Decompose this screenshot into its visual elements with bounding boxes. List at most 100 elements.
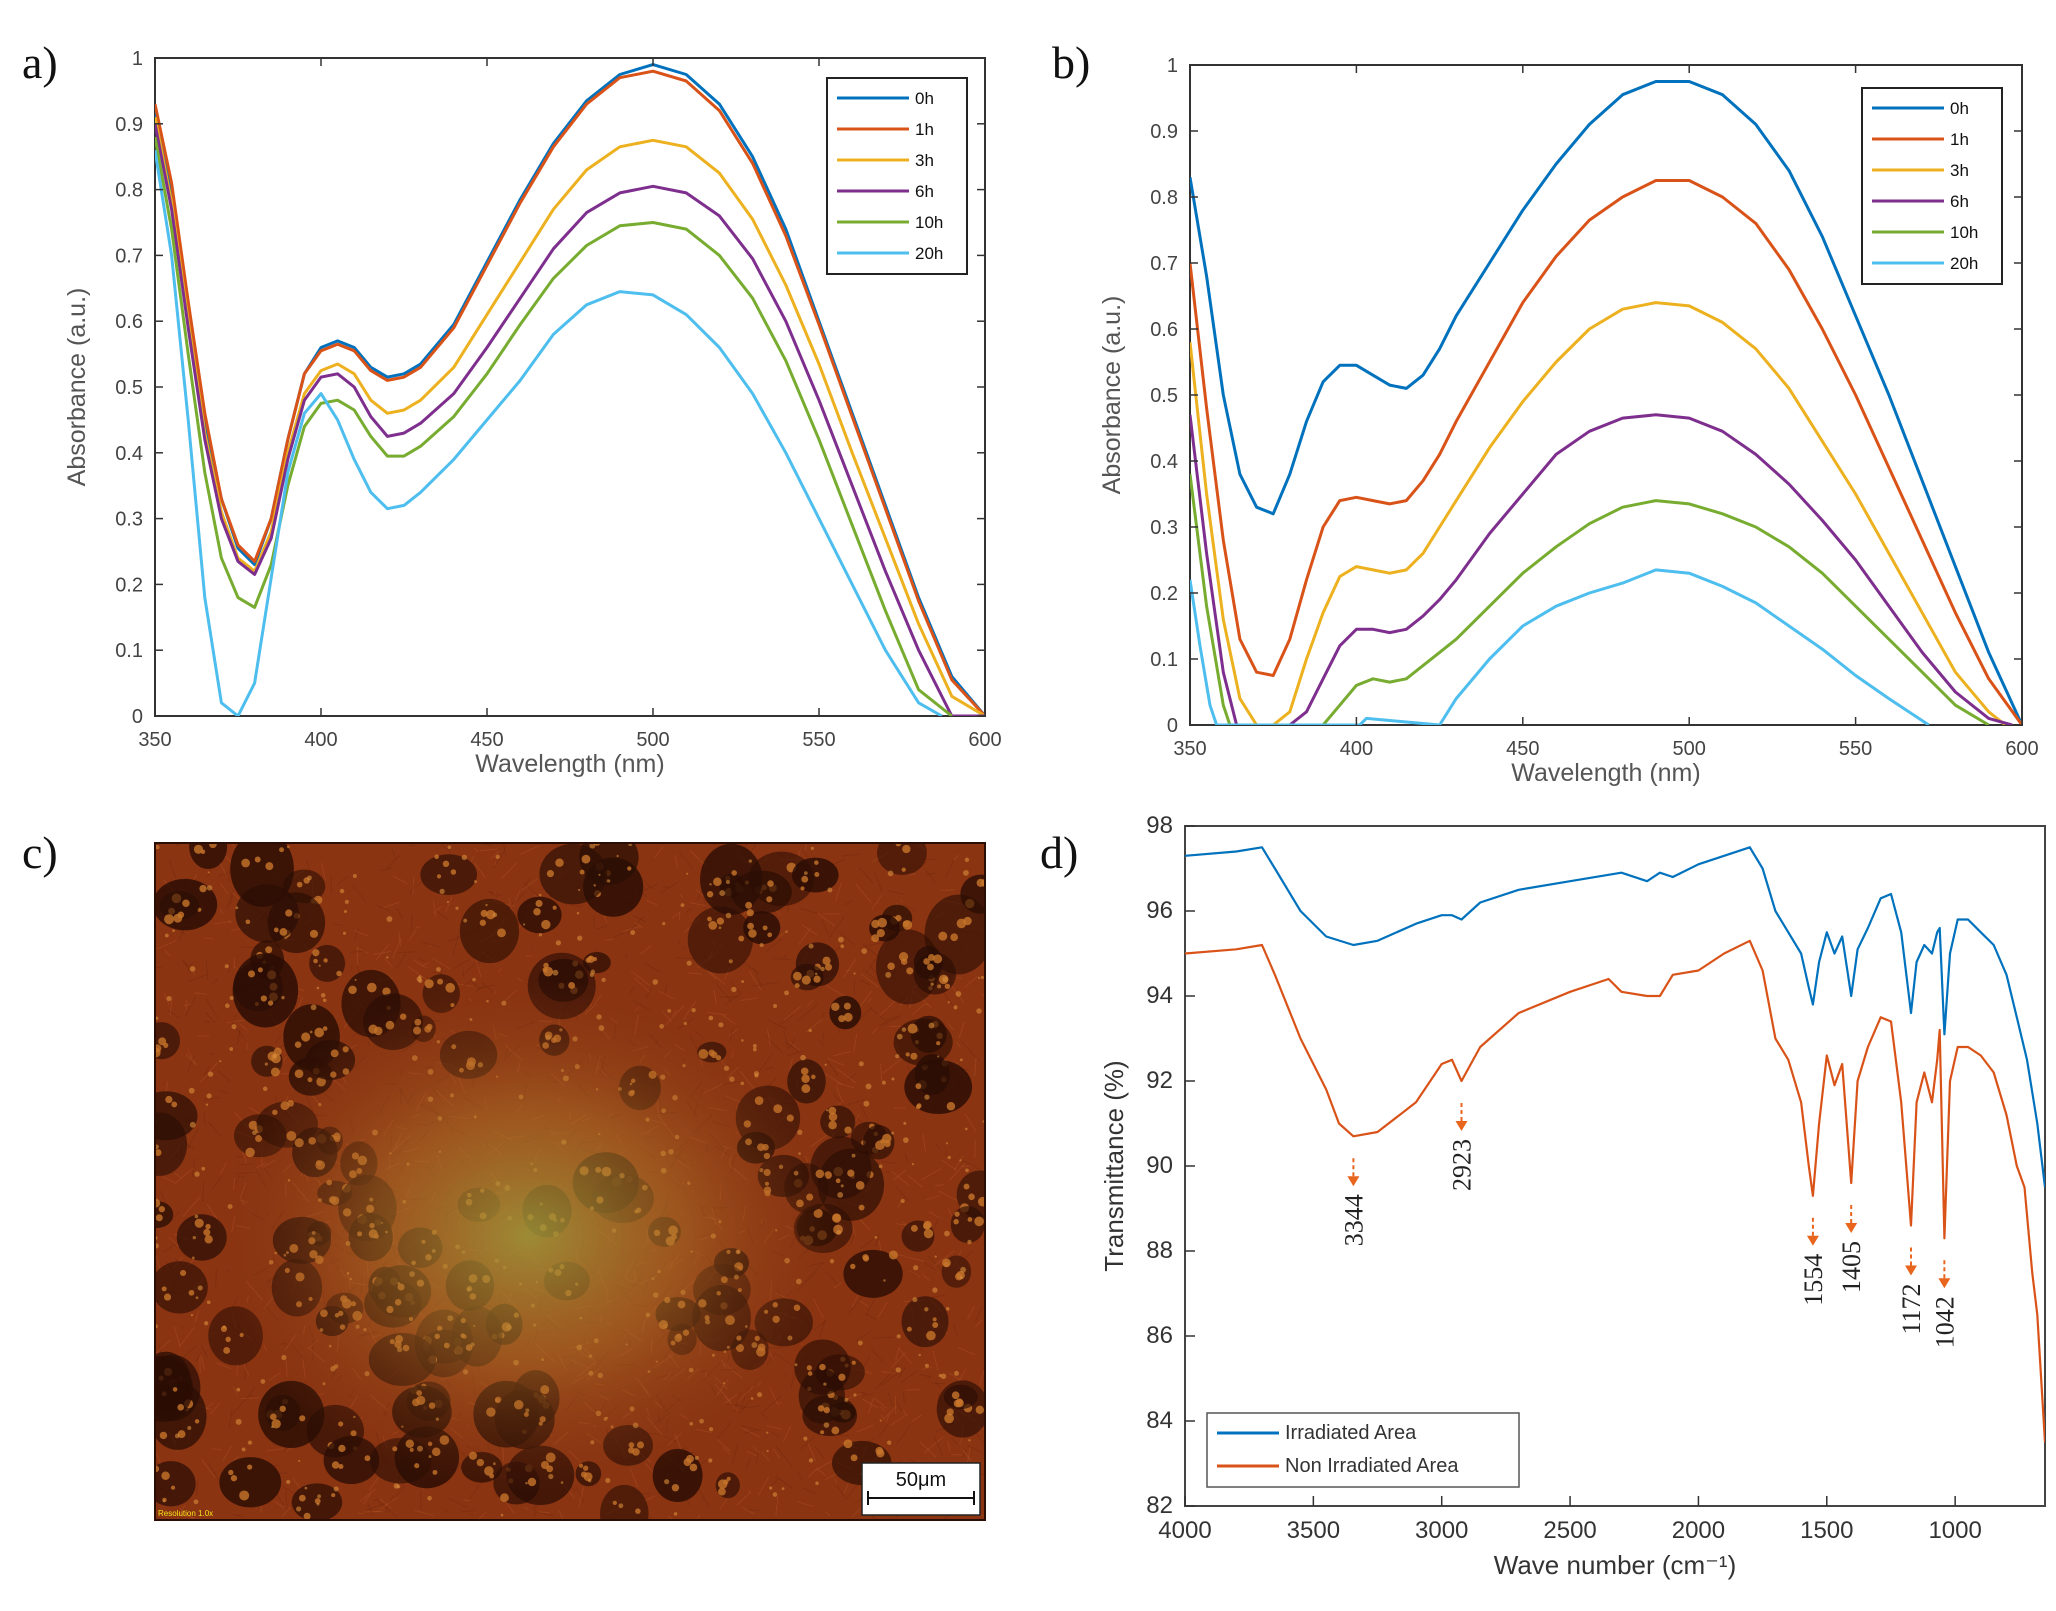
chart-b-xtick-label: 450 <box>1506 738 1539 760</box>
chart-a-ytick-label: 0.5 <box>115 377 143 399</box>
chart-a-series-20h <box>155 149 943 716</box>
panel-label-c: c) <box>22 827 58 878</box>
panel-label-a: a) <box>22 37 58 88</box>
chart-d-ytick-label: 82 <box>1146 1492 1173 1519</box>
chart-a-legend-label: 6h <box>915 182 934 201</box>
chart-d-ytick-label: 90 <box>1146 1152 1173 1179</box>
chart-a-ytick-label: 0 <box>132 706 143 728</box>
chart-a-ytick-label: 0.3 <box>115 509 143 531</box>
chart-a-absorbance: 0 0.1 0.2 0.3 0.4 0.5 0.6 0.7 0.8 0.9 1 350 400 450 50… <box>63 48 1002 778</box>
chart-d-ytick-label: 96 <box>1146 897 1173 924</box>
chart-a-legend-label: 0h <box>915 89 934 108</box>
chart-b-ytick-label: 0.9 <box>1150 121 1178 143</box>
chart-a-series-10h <box>155 136 953 716</box>
peak-label: 1554 <box>1799 1254 1828 1306</box>
chart-d-y-axis-title: Transmittance (%) <box>1099 1060 1129 1271</box>
chart-a-ytick-label: 0.8 <box>115 180 143 202</box>
chart-b-series-3h <box>1190 301 2007 725</box>
chart-b-ytick-label: 0.5 <box>1150 385 1178 407</box>
chart-b-ytick-label: 0.1 <box>1150 649 1178 671</box>
chart-b-xtick-label: 350 <box>1173 738 1206 760</box>
chart-b-xtick-label: 400 <box>1340 738 1373 760</box>
scale-bar-label: 50μm <box>896 1469 946 1491</box>
chart-a-legend: 0h 1h 3h 6h 10h 20h <box>826 77 968 275</box>
micrograph-glow <box>155 843 985 1520</box>
panel-label-b: b) <box>1052 37 1090 88</box>
chart-b-legend-label: 0h <box>1950 99 1969 118</box>
chart-a-legend-label: 3h <box>915 151 934 170</box>
chart-b-x-axis-title: Wavelength (nm) <box>1511 759 1700 787</box>
peak-arrow-head <box>1347 1176 1360 1187</box>
chart-d-xtick-label: 3000 <box>1415 1517 1468 1544</box>
chart-a-series-0h <box>155 63 985 716</box>
peak-label: 3344 <box>1339 1194 1368 1246</box>
chart-b-ytick-label: 0.2 <box>1150 583 1178 605</box>
peak-arrow-head <box>1845 1223 1858 1233</box>
chart-b-ytick-label: 0.8 <box>1150 187 1178 209</box>
chart-b-legend-label: 20h <box>1950 254 1978 273</box>
chart-a-series-3h <box>155 116 985 716</box>
peak-label: 1042 <box>1930 1296 1959 1348</box>
chart-a-ytick-label: 0.7 <box>115 245 143 267</box>
chart-b-legend-label: 6h <box>1950 192 1969 211</box>
chart-b-ytick-label: 0.4 <box>1150 451 1178 473</box>
scale-bar-box <box>861 1462 981 1516</box>
chart-b-ytick-label: 0 <box>1167 715 1178 737</box>
chart-a-legend-label: 1h <box>915 120 934 139</box>
chart-d-series-non-irradiated-area <box>1185 939 2045 1443</box>
chart-a-ytick-label: 1 <box>132 48 143 70</box>
peak-label: 1172 <box>1897 1284 1926 1335</box>
chart-d-legend: Irradiated Area Non Irradiated Area <box>1206 1412 1520 1488</box>
chart-d-ytick-label: 94 <box>1146 982 1173 1009</box>
chart-b-series-0h <box>1190 80 2022 725</box>
peak-arrow-head <box>1938 1278 1951 1289</box>
chart-d-legend-label: Non Irradiated Area <box>1285 1455 1459 1477</box>
peak-label: 1405 <box>1837 1241 1866 1293</box>
chart-b-legend-label: 10h <box>1950 223 1978 242</box>
chart-b-absorbance: 0 0.1 0.2 0.3 0.4 0.5 0.6 0.7 0.8 0.9 1 350 400 450 50… <box>1098 55 2039 787</box>
chart-b-series-10h <box>1190 474 1990 725</box>
chart-d-ftir: 3344 2923 1554 1405 1172 1042 82 84 86 88 90 92 94 9… <box>1099 812 2046 1580</box>
micrograph-frame <box>154 842 986 1521</box>
chart-d-ytick-label: 98 <box>1146 812 1173 839</box>
chart-a-ytick-label: 0.2 <box>115 574 143 596</box>
chart-a-legend-label: 20h <box>915 244 943 263</box>
chart-b-series-20h <box>1190 568 1930 725</box>
chart-a-ytick-label: 0.9 <box>115 114 143 136</box>
chart-b-xtick-label: 600 <box>2005 738 2038 760</box>
chart-b-xtick-label: 550 <box>1839 738 1872 760</box>
chart-a-series-1h <box>155 69 985 716</box>
chart-d-x-axis-title: Wave number (cm⁻¹) <box>1494 1550 1736 1580</box>
chart-b-ytick-label: 1 <box>1167 55 1178 77</box>
chart-a-xtick-label: 450 <box>470 729 503 751</box>
chart-a-ytick-label: 0.4 <box>115 443 143 465</box>
chart-a-ytick-label: 0.1 <box>115 640 143 662</box>
peak-label: 2923 <box>1447 1139 1476 1191</box>
chart-b-series-1h <box>1190 179 2022 725</box>
chart-b-legend: 0h 1h 3h 6h 10h 20h <box>1861 87 2003 285</box>
chart-b-series-6h <box>1190 413 2013 725</box>
chart-d-ytick-label: 86 <box>1146 1322 1173 1349</box>
chart-b-xtick-label: 500 <box>1673 738 1706 760</box>
chart-d-legend-box <box>1206 1412 1520 1488</box>
chart-a-xtick-label: 400 <box>304 729 337 751</box>
chart-d-xtick-label: 4000 <box>1158 1517 1211 1544</box>
micrograph-footer-text: Resolution 1.0x <box>158 1509 213 1518</box>
micrograph-image: 50μm Resolution 1.0x <box>154 842 986 1521</box>
chart-b-ytick-label: 0.3 <box>1150 517 1178 539</box>
peak-arrow-head <box>1806 1235 1819 1246</box>
chart-a-legend-box <box>826 77 968 275</box>
chart-d-ytick-label: 92 <box>1146 1067 1173 1094</box>
scale-bar <box>867 1491 975 1505</box>
chart-d-peak-annotations: 3344 2923 1554 1405 1172 1042 <box>1339 1103 1959 1348</box>
chart-d-xtick-label: 2000 <box>1672 1517 1725 1544</box>
chart-d-xtick-label: 1000 <box>1928 1517 1981 1544</box>
chart-d-series-irradiated-area <box>1185 846 2045 1188</box>
chart-d-xtick-label: 2500 <box>1543 1517 1596 1544</box>
chart-a-xtick-label: 500 <box>636 729 669 751</box>
chart-a-ytick-label: 0.6 <box>115 311 143 333</box>
chart-b-ytick-label: 0.7 <box>1150 253 1178 275</box>
chart-b-legend-box <box>1861 87 2003 285</box>
peak-arrow-head <box>1455 1121 1468 1131</box>
chart-d-ytick-label: 84 <box>1146 1407 1173 1434</box>
